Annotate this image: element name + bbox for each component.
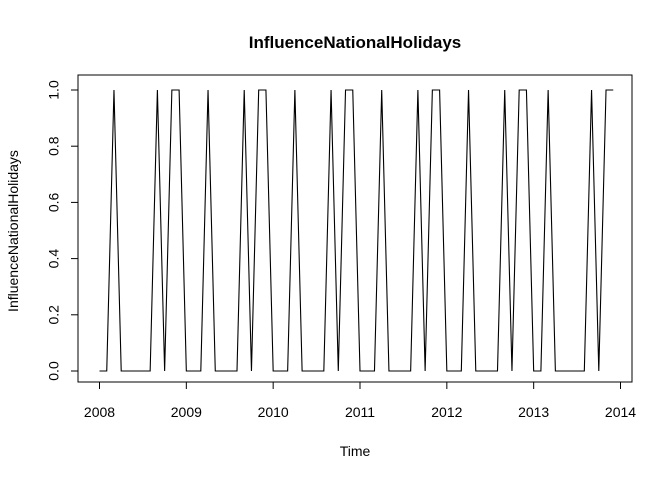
x-tick-label: 2009 [171, 404, 202, 420]
y-tick-label: 0.8 [46, 136, 62, 156]
x-axis: 2008 2009 2010 2011 2012 2013 2014 [84, 381, 636, 420]
x-axis-label: Time [340, 443, 371, 459]
y-tick-label: 0.0 [46, 361, 62, 381]
y-tick-label: 0.6 [46, 192, 62, 212]
y-tick-label: 1.0 [46, 80, 62, 100]
x-tick-label: 2013 [518, 404, 549, 420]
x-tick-label: 2011 [345, 404, 375, 420]
y-axis: 0.0 0.2 0.4 0.6 0.8 1.0 [46, 80, 79, 381]
x-tick-label: 2008 [84, 404, 115, 420]
y-tick-label: 0.4 [46, 249, 62, 269]
y-tick-label: 0.2 [46, 305, 62, 325]
x-tick-label: 2010 [258, 404, 289, 420]
x-tick-label: 2012 [431, 404, 462, 420]
series-layer [99, 89, 614, 372]
x-tick-label: 2014 [605, 404, 636, 420]
chart-title: InfluenceNationalHolidays [249, 33, 462, 52]
y-axis-label: InfluenceNationalHolidays [5, 150, 21, 312]
series-line [99, 89, 614, 372]
